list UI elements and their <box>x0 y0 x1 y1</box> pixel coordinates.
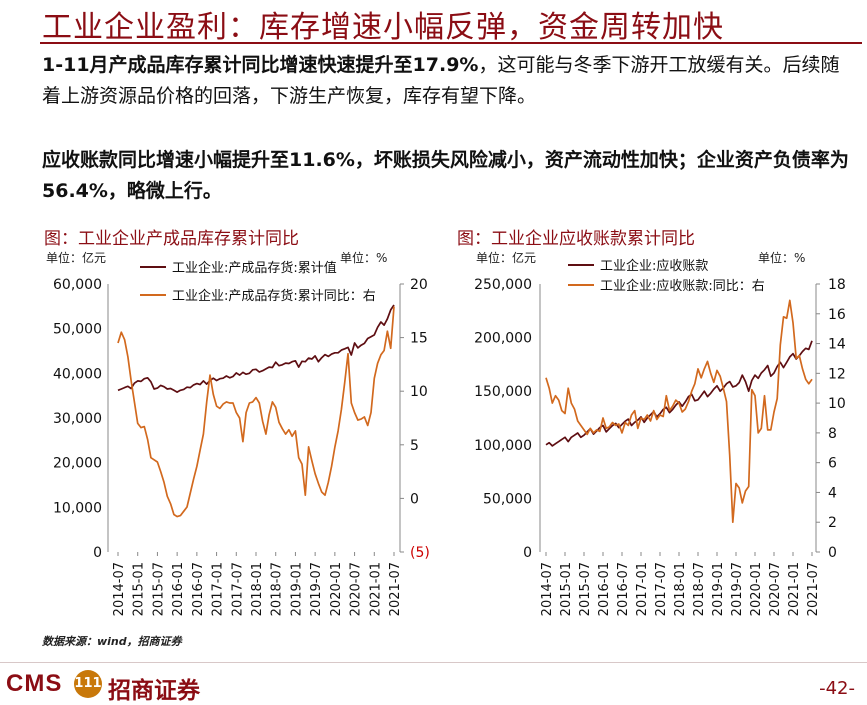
x-tick-label: 2016-07 <box>616 562 631 616</box>
unit-label-left: 单位：亿元 <box>476 250 536 265</box>
x-tick-label: 2021-01 <box>787 562 802 616</box>
x-tick-label: 2018-07 <box>692 562 707 616</box>
data-source-note: 数据来源：wind，招商证券 <box>42 635 182 648</box>
x-tick-label: 2014-07 <box>540 562 555 616</box>
title-divider <box>40 42 862 44</box>
unit-label-left: 单位：亿元 <box>46 250 106 265</box>
y-tick-left: 40,000 <box>53 366 102 382</box>
x-tick-label: 2019-07 <box>730 562 745 616</box>
y-tick-right: 2 <box>828 515 837 531</box>
brand-logo-icon: 111 <box>74 670 102 698</box>
y-tick-left: 20,000 <box>53 456 102 472</box>
y-tick-left: 100,000 <box>474 438 532 454</box>
x-tick-label: 2019-07 <box>309 562 324 616</box>
brand-logo-text: CMS <box>6 670 63 697</box>
footer-divider <box>0 662 867 663</box>
series-line-yoy <box>117 306 395 518</box>
x-tick-label: 2019-01 <box>711 562 726 616</box>
summary-inventory-highlight: 1-11月产成品库存累计同比增速快速提升至17.9% <box>42 54 479 76</box>
x-tick-label: 2018-01 <box>250 562 265 616</box>
y-tick-right: 16 <box>828 307 846 323</box>
x-tick-label: 2016-07 <box>191 562 206 616</box>
y-tick-left: 50,000 <box>483 491 532 507</box>
series-line-yoy <box>545 299 813 524</box>
y-tick-right: 20 <box>410 277 428 293</box>
brand-name-cn: 招商证券 <box>108 677 200 704</box>
y-tick-right: 15 <box>410 331 428 347</box>
unit-label-right: 单位：% <box>340 250 387 265</box>
x-tick-label: 2020-01 <box>749 562 764 616</box>
x-tick-label: 2021-07 <box>388 562 403 616</box>
legend-label: 工业企业:产成品存货:累计值 <box>172 260 337 276</box>
x-tick-label: 2018-01 <box>673 562 688 616</box>
y-tick-right: 18 <box>828 277 846 293</box>
y-tick-right: 0 <box>828 545 837 561</box>
x-tick-label: 2017-07 <box>654 562 669 616</box>
y-tick-left: 0 <box>93 545 102 561</box>
series-line-level <box>545 340 813 447</box>
x-tick-label: 2020-07 <box>349 562 364 616</box>
y-tick-left: 200,000 <box>474 331 532 347</box>
x-tick-label: 2015-07 <box>578 562 593 616</box>
legend-label: 工业企业:产成品存货:累计同比：右 <box>172 288 376 304</box>
summary-paragraph-inventory: 1-11月产成品库存累计同比增速快速提升至17.9%，这可能与冬季下游开工放缓有… <box>42 50 857 112</box>
x-tick-label: 2014-07 <box>112 562 127 616</box>
y-tick-left: 0 <box>523 545 532 561</box>
x-tick-label: 2016-01 <box>171 562 186 616</box>
x-tick-label: 2021-07 <box>806 562 821 616</box>
page-title: 工业企业盈利：库存增速小幅反弹，资金周转加快 <box>42 10 724 45</box>
chart-title-inventory: 图：工业企业产成品库存累计同比 <box>44 229 299 249</box>
summary-paragraph-receivables: 应收账款同比增速小幅提升至11.6%，坏账损失风险减小，资产流动性加快；企业资产… <box>42 149 849 202</box>
unit-label-right: 单位：% <box>758 250 805 265</box>
y-tick-right: 5 <box>410 438 419 454</box>
y-tick-right: 10 <box>828 396 846 412</box>
y-tick-right: 12 <box>828 366 846 382</box>
y-tick-left: 250,000 <box>474 277 532 293</box>
x-tick-label: 2015-07 <box>151 562 166 616</box>
chart-title-receivables: 图：工业企业应收账款累计同比 <box>457 229 695 249</box>
x-tick-label: 2020-01 <box>329 562 344 616</box>
y-tick-right: 0 <box>410 491 419 507</box>
x-tick-label: 2015-01 <box>132 562 147 616</box>
x-tick-label: 2017-07 <box>230 562 245 616</box>
y-tick-left: 50,000 <box>53 322 102 338</box>
receivables-chart: 单位：亿元 单位：% 0 50,000 100,000 150,000 200,000 250… <box>474 250 846 616</box>
legend-label: 工业企业:应收账款 <box>600 258 708 274</box>
y-tick-right: 14 <box>828 337 846 353</box>
legend-label: 工业企业:应收账款:同比：右 <box>600 278 765 294</box>
summary-inventory-text: ，这可能与冬季下游开工放缓有关。后续随着上游资源品价格的回落，下游生产恢复，库存… <box>42 54 840 107</box>
y-tick-right: 6 <box>828 456 837 472</box>
y-tick-right: 10 <box>410 384 428 400</box>
x-tick-label: 2018-07 <box>270 562 285 616</box>
x-tick-label: 2015-01 <box>559 562 574 616</box>
x-tick-label: 2019-01 <box>289 562 304 616</box>
x-tick-label: 2020-07 <box>768 562 783 616</box>
x-tick-label: 2021-01 <box>368 562 383 616</box>
y-tick-left: 60,000 <box>53 277 102 293</box>
y-tick-left: 10,000 <box>53 500 102 516</box>
y-tick-right: (5) <box>410 545 430 561</box>
page-number: -42- <box>819 678 855 699</box>
x-tick-label: 2016-01 <box>597 562 612 616</box>
inventory-chart: 单位：亿元 单位：% 0 10,000 20,000 30,000 40,000 50,000… <box>46 250 430 616</box>
y-tick-right: 8 <box>828 426 837 442</box>
x-tick-label: 2017-01 <box>211 562 226 616</box>
series-line-level <box>117 304 395 393</box>
y-tick-left: 30,000 <box>53 411 102 427</box>
x-tick-label: 2017-01 <box>635 562 650 616</box>
y-tick-right: 4 <box>828 485 837 501</box>
y-tick-left: 150,000 <box>474 384 532 400</box>
